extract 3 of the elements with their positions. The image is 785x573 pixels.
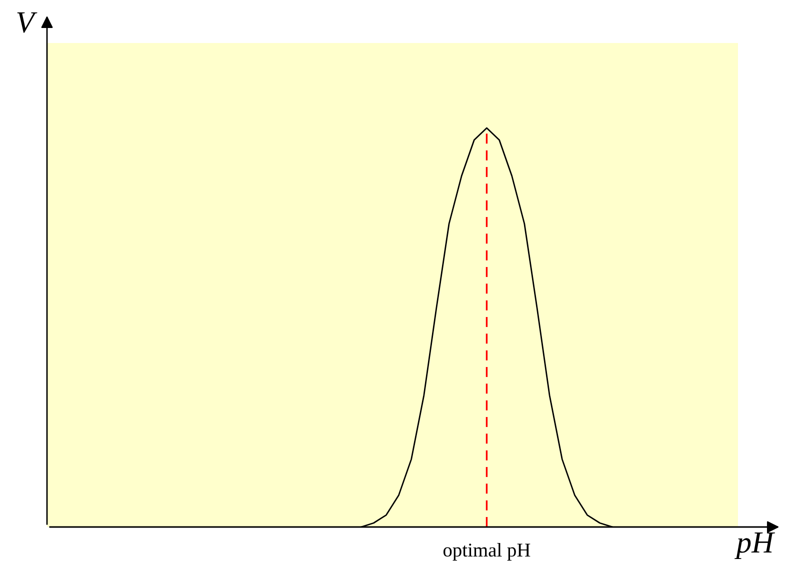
y-axis-title: V xyxy=(17,12,38,33)
text: optimal pH xyxy=(443,542,530,561)
x-axis-title: pH xyxy=(734,532,776,559)
